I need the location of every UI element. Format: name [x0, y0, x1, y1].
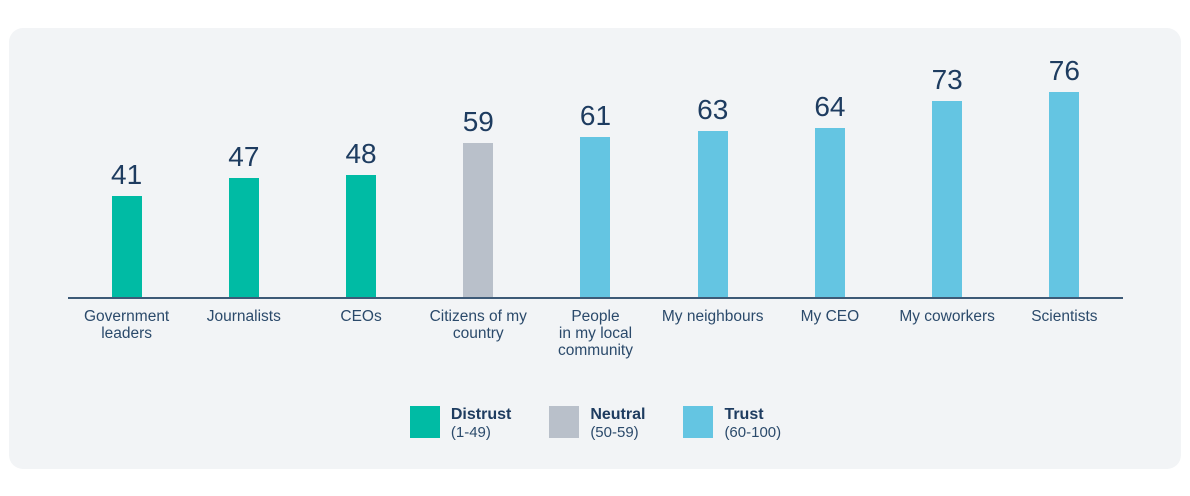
bar-group: 76	[1006, 54, 1123, 297]
category-label: My neighbours	[661, 308, 764, 325]
bar-value-label: 64	[814, 90, 846, 122]
category-label: My coworkers	[899, 308, 995, 325]
bar-value-label: 76	[1048, 54, 1080, 86]
bar-trust	[1049, 92, 1080, 297]
legend-name: Neutral	[590, 406, 646, 423]
bar-trust	[814, 128, 845, 297]
category-label: Government leaders	[83, 308, 170, 342]
bar-distrust	[111, 196, 142, 297]
bar-value-label: 59	[462, 105, 494, 137]
category-label: Scientists	[1031, 308, 1098, 325]
bar-value-label: 61	[579, 99, 612, 131]
bar-value-label: 73	[931, 63, 963, 95]
x-axis-labels: Government leaders Journalists CEOs Citizens…	[68, 299, 1123, 359]
bar-group: 61	[537, 99, 654, 297]
category-label: Journalists	[206, 308, 281, 325]
bar-value-label: 48	[345, 137, 377, 169]
bar-distrust	[346, 175, 377, 297]
legend-swatch-trust	[683, 406, 714, 438]
bar-value-label: 41	[111, 158, 143, 190]
legend-swatch-distrust	[409, 406, 440, 438]
bar-group: 63	[654, 93, 771, 297]
trust-bar-chart: 41 47 48 59 61 63 64 73 76 Government leaders Jour…	[68, 28, 1123, 442]
category-label: CEOs	[340, 308, 382, 325]
legend-item-trust: Trust (60-100)	[683, 406, 781, 442]
bar-trust	[932, 101, 963, 297]
bar-group: 73	[889, 63, 1006, 297]
bar-group: 41	[68, 158, 185, 297]
bar-distrust	[228, 178, 259, 297]
legend: Distrust (1-49) Neutral (50-59) Trust (60-100…	[68, 406, 1123, 442]
legend-item-neutral: Neutral (50-59)	[549, 406, 645, 442]
bar-group: 48	[302, 137, 419, 297]
bar-trust	[580, 137, 611, 297]
legend-name: Distrust	[450, 406, 512, 423]
bar-group: 59	[420, 105, 537, 297]
legend-item-distrust: Distrust (1-49)	[409, 406, 512, 442]
bar-value-label: 63	[697, 93, 729, 125]
bar-neutral	[463, 143, 494, 297]
legend-swatch-neutral	[549, 406, 580, 438]
legend-range: (50-59)	[590, 424, 639, 441]
bar-value-label: 47	[228, 140, 260, 172]
category-label: People in my local community	[558, 308, 633, 359]
bar-group: 47	[185, 140, 302, 297]
category-label: Citizens of my country	[429, 308, 527, 342]
bar-group: 64	[771, 90, 888, 297]
chart-card: 41 47 48 59 61 63 64 73 76 Government leaders Jour…	[9, 28, 1181, 469]
legend-name: Trust	[724, 406, 764, 423]
category-label: My CEO	[800, 308, 860, 325]
bar-trust	[697, 131, 728, 297]
plot-area: 41 47 48 59 61 63 64 73 76	[68, 28, 1123, 299]
legend-range: (1-49)	[450, 424, 491, 441]
legend-range: (60-100)	[724, 424, 782, 441]
